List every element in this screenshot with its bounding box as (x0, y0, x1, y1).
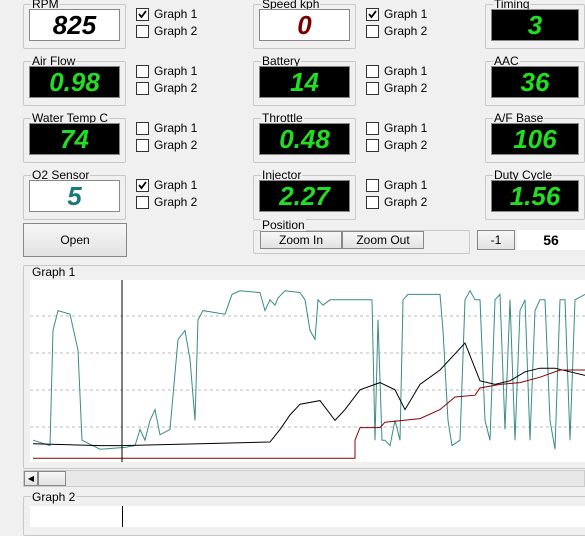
checkbox-label[interactable]: Graph 1 (154, 121, 198, 135)
scroll-left[interactable]: ◀ (24, 471, 38, 486)
checkbox-label[interactable]: Graph 2 (154, 24, 198, 38)
checkbox[interactable] (366, 65, 379, 78)
gauge-display: 106 (491, 123, 579, 155)
gauge-label: Throttle (261, 111, 304, 125)
checkbox-label[interactable]: Graph 1 (384, 64, 428, 78)
checkbox[interactable] (136, 196, 149, 209)
gauge-display: 5 (29, 180, 120, 212)
trace (32, 289, 585, 450)
step-button[interactable]: -1 (477, 230, 515, 250)
position-label: Position (261, 218, 306, 232)
checkbox[interactable] (366, 139, 379, 152)
gauge-display: 74 (29, 123, 120, 155)
open-button[interactable]: Open (23, 223, 127, 257)
checkbox-label[interactable]: Graph 1 (384, 7, 428, 21)
checkbox-label[interactable]: Graph 1 (384, 178, 428, 192)
checkbox[interactable] (366, 8, 379, 21)
checkbox-label[interactable]: Graph 2 (154, 138, 198, 152)
gauge-label: Timing (493, 0, 531, 11)
checkbox-label[interactable]: Graph 1 (154, 7, 198, 21)
checkbox[interactable] (136, 122, 149, 135)
graph1-plot (30, 280, 585, 462)
gauge-display: 0 (259, 9, 350, 41)
graph2-title: Graph 2 (31, 490, 77, 504)
zoom-out-button[interactable]: Zoom Out (342, 231, 424, 249)
gauge-label: Injector (261, 168, 303, 182)
gauge-box (253, 118, 356, 163)
checkbox[interactable] (136, 8, 149, 21)
gauge-label: RPM (31, 0, 60, 11)
gauge-display: 825 (29, 9, 120, 41)
graph1-title: Graph 1 (31, 265, 77, 279)
gauge-display: 0.98 (29, 66, 120, 98)
position-index: 56 (517, 230, 585, 250)
gauge-label: AAC (493, 54, 520, 68)
check-mark (138, 10, 147, 19)
checkbox[interactable] (136, 179, 149, 192)
graph2-cursor (122, 506, 123, 527)
scroll-thumb[interactable] (38, 471, 66, 486)
position-box (253, 230, 470, 254)
checkbox[interactable] (366, 25, 379, 38)
scrollbar (23, 470, 585, 487)
checkbox-label[interactable]: Graph 1 (154, 178, 198, 192)
gauge-display: 14 (259, 66, 350, 98)
gauge-label: Speed kph (261, 0, 321, 11)
gauge-display: 36 (491, 66, 579, 98)
gauge-display: 0.48 (259, 123, 350, 155)
gauge-box (23, 4, 126, 49)
zoom-in-button[interactable]: Zoom In (260, 231, 342, 249)
checkbox-label[interactable]: Graph 2 (384, 81, 428, 95)
checkbox[interactable] (136, 25, 149, 38)
checkbox[interactable] (136, 139, 149, 152)
gauge-label: Duty Cycle (493, 168, 554, 182)
trace (33, 369, 585, 459)
checkbox[interactable] (366, 122, 379, 135)
checkbox-label[interactable]: Graph 2 (384, 195, 428, 209)
graph2-plot (30, 506, 585, 527)
checkbox-label[interactable]: Graph 1 (154, 64, 198, 78)
checkbox[interactable] (136, 65, 149, 78)
checkbox-label[interactable]: Graph 2 (154, 195, 198, 209)
checkbox[interactable] (136, 82, 149, 95)
gauge-label: Battery (261, 54, 302, 68)
graph1-frame (23, 265, 585, 469)
checkbox[interactable] (366, 196, 379, 209)
gauge-box (253, 61, 356, 106)
checkbox[interactable] (366, 82, 379, 95)
checkbox-label[interactable]: Graph 2 (384, 138, 428, 152)
gauge-display: 3 (491, 9, 579, 41)
gauge-display: 1.56 (491, 180, 579, 212)
gauge-label: A/F Base (493, 111, 545, 125)
checkbox-label[interactable]: Graph 1 (384, 121, 428, 135)
checkbox[interactable] (366, 179, 379, 192)
checkbox-label[interactable]: Graph 2 (154, 81, 198, 95)
checkbox-label[interactable]: Graph 2 (384, 24, 428, 38)
gauge-label: O2 Sensor (31, 168, 91, 182)
check-mark (138, 181, 147, 190)
gauge-label: Air Flow (31, 54, 77, 68)
trace (32, 342, 585, 447)
check-mark (368, 10, 377, 19)
gauge-display: 2.27 (259, 180, 350, 212)
gauge-label: Water Temp C (31, 111, 110, 125)
